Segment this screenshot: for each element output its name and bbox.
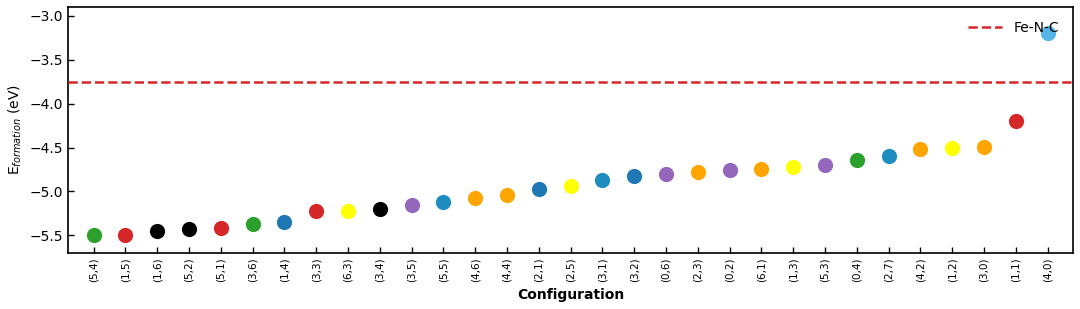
Point (275, 220, 293, 225)
Point (85, 233, 103, 238)
Legend: Fe-N-C: Fe-N-C (961, 14, 1066, 42)
Point (339, 208, 356, 213)
Point (689, 170, 706, 175)
Point (149, 229, 166, 234)
Point (530, 186, 548, 191)
Point (975, 144, 993, 149)
Point (658, 171, 675, 176)
Point (944, 146, 961, 151)
Point (213, 225, 230, 230)
Point (816, 163, 834, 167)
X-axis label: Configuration: Configuration (517, 288, 624, 302)
Point (467, 195, 484, 200)
Point (308, 208, 325, 213)
Point (912, 147, 929, 152)
Point (721, 168, 739, 173)
Point (403, 202, 420, 207)
Point (499, 193, 516, 197)
Point (244, 222, 261, 226)
Point (753, 166, 770, 171)
Point (372, 207, 389, 212)
Point (625, 173, 643, 178)
Point (594, 178, 611, 183)
Point (1008, 119, 1025, 124)
Point (880, 154, 897, 159)
Point (117, 232, 134, 237)
Point (180, 227, 198, 232)
Point (435, 200, 453, 205)
Point (562, 184, 579, 189)
Point (848, 157, 865, 162)
Y-axis label: E$_{formation}$ (eV): E$_{formation}$ (eV) (6, 85, 25, 175)
Point (784, 164, 801, 169)
Point (1039, 31, 1056, 36)
